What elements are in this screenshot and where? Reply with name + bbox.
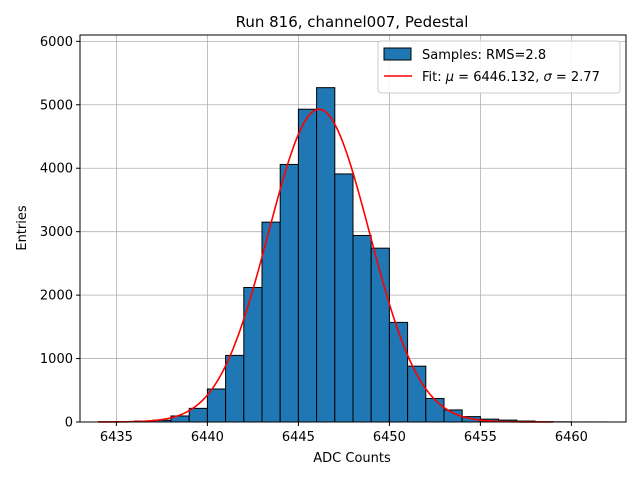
- y-tick-label: 6000: [40, 35, 73, 50]
- plot-frame: [79, 34, 627, 423]
- chart-title: Run 816, channel007, Pedestal: [236, 13, 469, 31]
- histogram-bar: [316, 87, 336, 423]
- y-axis-label: Entries: [15, 205, 30, 251]
- legend-swatch-samples: [383, 47, 412, 61]
- x-axis-ticks: 6435 6440 6445 6450 6455 6460: [100, 422, 588, 445]
- y-tick-label: 1000: [40, 352, 73, 367]
- x-tick-label: 6445: [282, 430, 315, 445]
- legend-label-samples: Samples: RMS=2.8: [422, 48, 546, 63]
- x-tick-label: 6435: [100, 430, 133, 445]
- histogram-bar: [334, 173, 354, 423]
- fit-curve: [98, 108, 554, 423]
- x-tick-label: 6440: [191, 430, 224, 445]
- y-tick-label: 4000: [40, 162, 73, 177]
- y-tick-label: 0: [65, 416, 73, 431]
- y-tick-label: 5000: [40, 98, 73, 113]
- legend-fit-prefix: Fit:: [422, 70, 446, 85]
- legend-box: [377, 40, 621, 94]
- x-axis-label: ADC Counts: [313, 451, 391, 466]
- legend-fit-sigma-value: = 2.77: [552, 70, 600, 85]
- y-axis-ticks: 0 1000 2000 3000 4000 5000 6000: [40, 35, 80, 431]
- histogram-bar: [352, 234, 372, 423]
- legend-label-fit: Fit: μ = 6446.132, σ = 2.77: [422, 70, 600, 85]
- x-tick-label: 6460: [555, 430, 588, 445]
- histogram-bar: [225, 354, 245, 423]
- legend-fit-sigma-symbol: σ: [544, 70, 553, 85]
- histogram-bar: [388, 321, 409, 423]
- legend-fit-mu-value: = 6446.132,: [454, 70, 543, 85]
- histogram-bar: [243, 287, 263, 423]
- legend: Samples: RMS=2.8 Fit: μ = 6446.132, σ = …: [377, 40, 621, 94]
- x-tick-label: 6450: [373, 430, 406, 445]
- histogram-bar: [279, 163, 299, 423]
- histogram-bar: [206, 388, 227, 423]
- y-tick-label: 2000: [40, 289, 73, 304]
- histogram-bar: [297, 108, 318, 423]
- histogram-bar: [188, 407, 208, 423]
- y-tick-label: 3000: [40, 225, 73, 240]
- x-tick-label: 6455: [464, 430, 497, 445]
- legend-fit-mu-symbol: μ: [445, 70, 454, 85]
- histogram-bar: [261, 221, 281, 423]
- histogram-bar: [425, 398, 445, 423]
